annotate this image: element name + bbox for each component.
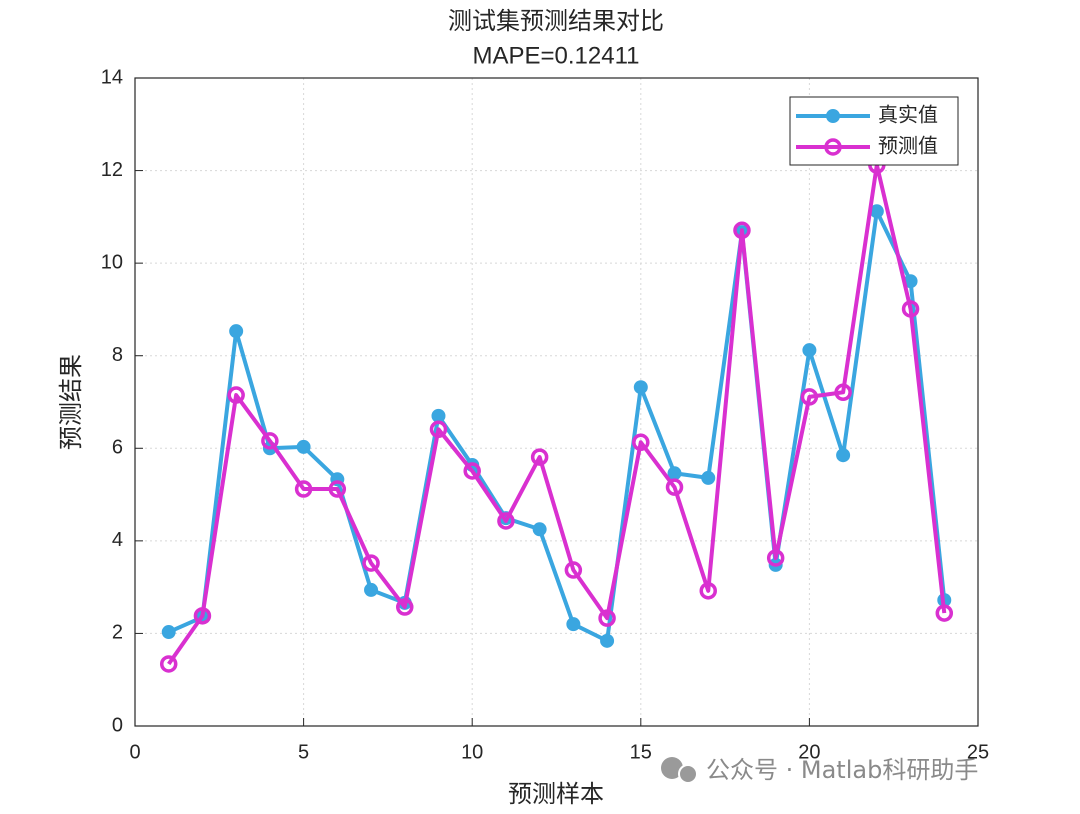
marker [429,420,448,439]
y-axis-label: 预测结果 [57,354,85,450]
marker [665,478,684,496]
marker [800,388,819,406]
y-tick-label: 6 [112,437,123,459]
plot-area [135,78,978,726]
marker [532,522,547,537]
legend-marker [826,109,840,123]
x-axis-label: 预测样本 [508,780,604,808]
marker [431,408,446,423]
legend-marker [824,138,842,156]
watermark-icon [661,757,683,779]
marker [261,432,279,450]
marker [766,549,785,567]
legend-box [789,96,959,166]
x-tick-label: 0 [129,741,140,763]
x-tick-label: 15 [630,741,652,763]
marker [633,380,648,395]
marker [699,582,717,600]
marker [901,300,920,318]
marker [935,604,954,622]
x-tick-label: 10 [461,741,483,763]
marker [598,609,616,627]
y-tick-label: 14 [101,66,123,88]
marker [229,324,244,339]
marker [632,433,650,452]
x-tick-label: 25 [967,741,989,763]
y-tick-label: 10 [101,251,123,273]
watermark-icon [678,764,698,784]
marker [362,554,380,572]
marker [227,386,245,404]
y-tick-label: 2 [112,622,123,644]
legend-label: 预测值 [878,134,938,158]
marker [733,221,751,240]
marker [530,448,549,466]
marker [161,625,176,640]
watermark: 公众号 · Matlab科研助手 [661,756,978,784]
y-tick-label: 4 [112,529,123,551]
y-tick-label: 0 [112,714,123,736]
marker [566,617,581,632]
marker [497,512,515,530]
marker [328,480,347,498]
marker [463,462,481,480]
x-tick-label: 5 [298,741,309,763]
marker [396,598,414,616]
axes-frame [134,77,979,727]
marker [802,343,817,358]
legend-label: 真实值 [878,103,938,127]
x-tick-label: 20 [798,741,820,763]
marker [296,439,311,454]
marker [701,470,716,485]
marker [564,561,583,579]
marker [193,607,212,625]
watermark-text: 公众号 · Matlab科研助手 [706,756,978,784]
chart-subtitle: MAPE=0.12411 [472,42,639,69]
marker [294,480,313,498]
y-tick-label: 8 [112,344,123,366]
marker [834,383,852,402]
marker [836,448,851,463]
marker [600,633,615,648]
marker [364,582,379,597]
chart-title: 测试集预测结果对比 [448,7,664,35]
y-tick-label: 12 [101,159,123,181]
marker [159,655,178,673]
